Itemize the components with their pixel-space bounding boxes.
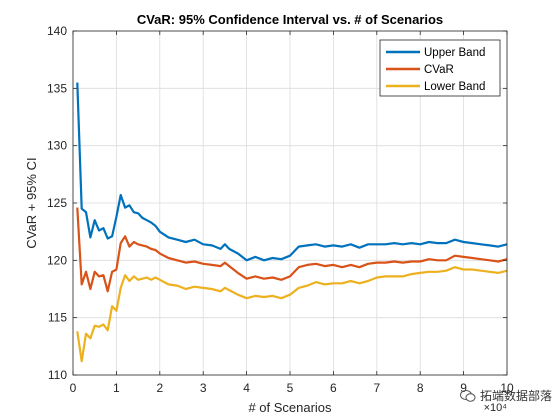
x-tick-label: 9	[460, 381, 467, 395]
x-tick-label: 6	[330, 381, 337, 395]
x-tick-label: 4	[243, 381, 250, 395]
y-tick-label: 120	[47, 253, 67, 267]
y-tick-label: 140	[47, 24, 67, 38]
y-tick-label: 130	[47, 139, 67, 153]
y-tick-label: 110	[48, 368, 67, 382]
legend-label-lower-band: Lower Band	[424, 81, 485, 93]
x-tick-label: 2	[156, 381, 163, 395]
watermark: 拓端数据部落	[459, 387, 552, 404]
x-tick-label: 3	[200, 381, 207, 395]
ticks: 0 1 2 3 4 5 6 7 8 9 10 110 115 120 125 130 135 140	[47, 24, 514, 395]
watermark-text: 拓端数据部落	[479, 389, 552, 403]
legend: Upper Band CVaR Lower Band	[379, 39, 501, 97]
x-tick-label: 1	[113, 381, 120, 395]
y-tick-label: 125	[47, 196, 67, 210]
series-line-lower-band	[76, 266, 508, 363]
x-exponent-label: ×10⁴	[484, 402, 508, 414]
series-layer	[76, 82, 508, 363]
x-tick-label: 8	[417, 381, 424, 395]
y-axis-label: CVaR + 95% CI	[24, 157, 39, 248]
chart-title: CVaR: 95% Confidence Interval vs. # of S…	[137, 12, 443, 27]
wechat-icon	[459, 389, 476, 402]
x-axis-label: # of Scenarios	[248, 400, 332, 415]
legend-label-upper-band: Upper Band	[424, 47, 485, 59]
series-line-upper-band	[76, 82, 508, 262]
legend-label-cvar: CVaR	[424, 64, 454, 76]
y-tick-label: 135	[47, 81, 67, 95]
x-tick-label: 5	[287, 381, 294, 395]
y-tick-label: 115	[48, 311, 67, 325]
x-tick-label: 10	[500, 381, 514, 395]
series-line-cvar	[76, 207, 508, 293]
x-tick-label: 7	[373, 381, 380, 395]
x-tick-label: 0	[70, 381, 77, 395]
